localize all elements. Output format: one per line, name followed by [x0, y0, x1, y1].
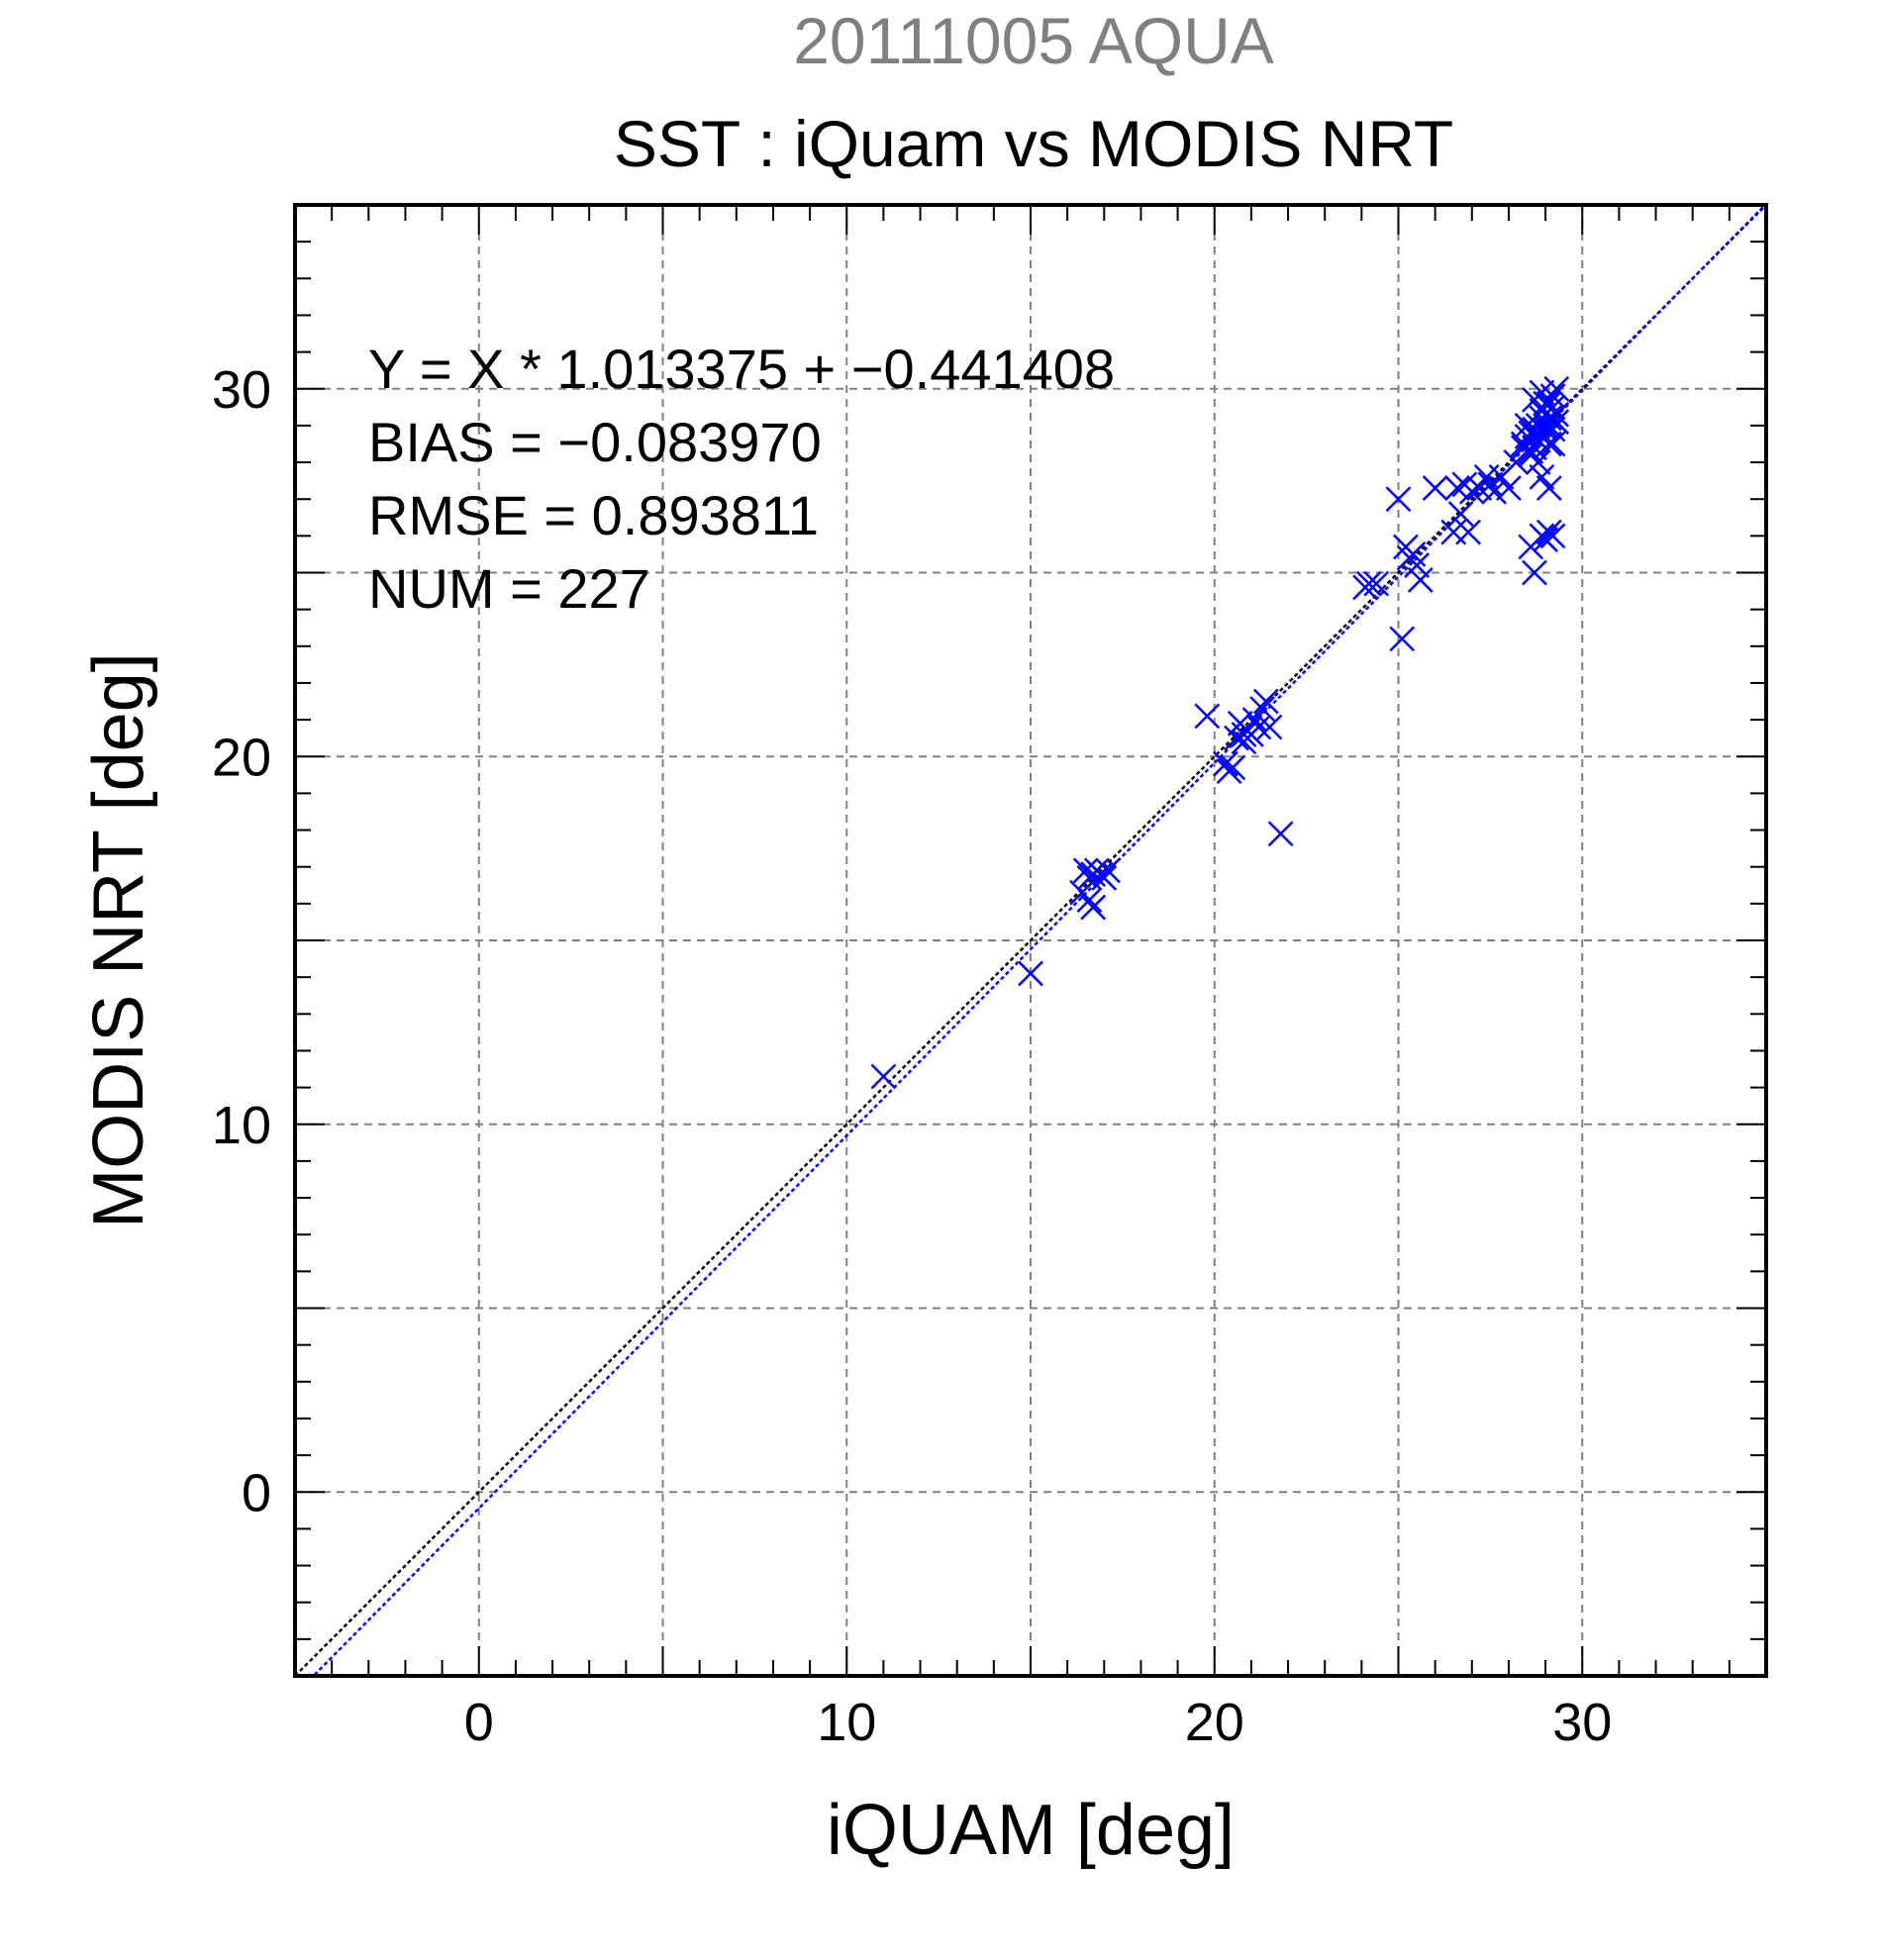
data-point — [1213, 750, 1238, 777]
data-point — [1539, 431, 1566, 457]
data-point — [1533, 416, 1558, 442]
data-point — [1267, 821, 1294, 847]
data-point — [1422, 475, 1448, 501]
data-point — [1539, 523, 1566, 549]
data-point — [1095, 857, 1121, 884]
data-point — [1535, 431, 1562, 457]
data-point — [1496, 475, 1522, 501]
data-points — [870, 375, 1570, 1090]
data-point — [1404, 552, 1430, 578]
annotation-line: Y = X * 1.013375 + −0.441408 — [368, 338, 1115, 400]
data-point — [870, 1063, 897, 1090]
data-point — [1533, 527, 1558, 552]
data-point — [1543, 409, 1570, 436]
y-tick-label: 10 — [212, 1096, 271, 1155]
data-point — [1363, 570, 1390, 597]
data-point — [1194, 703, 1221, 730]
data-point — [1444, 475, 1470, 501]
x-tick-label: 0 — [464, 1693, 494, 1752]
y-tick-label: 20 — [212, 728, 271, 787]
statistics-annotations: Y = X * 1.013375 + −0.441408 BIAS = −0.08… — [368, 338, 1115, 620]
tick-labels: 0 10 20 30 0 10 20 30 — [212, 360, 1612, 1752]
data-point — [1525, 449, 1551, 475]
data-point — [1018, 960, 1043, 987]
data-point — [1091, 864, 1118, 891]
data-point — [1220, 754, 1246, 781]
data-point — [1539, 394, 1566, 421]
data-point — [1481, 478, 1507, 505]
data-point — [1529, 379, 1555, 406]
data-point — [1076, 887, 1103, 914]
x-tick-label: 20 — [1185, 1693, 1244, 1752]
x-axis-label: iQUAM [deg] — [827, 1791, 1235, 1870]
chart-title: SST : iQuam vs MODIS NRT — [614, 107, 1453, 180]
data-point — [1256, 714, 1283, 740]
data-point — [1252, 688, 1279, 715]
data-point — [1241, 707, 1268, 733]
axis-ticks — [295, 205, 1766, 1676]
data-point — [1389, 626, 1416, 652]
y-tick-label: 0 — [242, 1463, 271, 1522]
data-point — [1522, 559, 1547, 586]
chart-supertitle: 20111005 AQUA — [793, 4, 1274, 77]
x-tick-label: 30 — [1552, 1693, 1612, 1752]
data-point — [1385, 486, 1412, 513]
y-axis-label: MODIS NRT [deg] — [79, 652, 158, 1228]
data-point — [1535, 475, 1562, 501]
data-point — [1529, 464, 1555, 490]
data-point — [1503, 449, 1530, 475]
annotation-line: RMSE = 0.893811 — [368, 484, 819, 546]
data-point — [1249, 696, 1275, 722]
data-point — [1231, 729, 1257, 755]
y-tick-label: 30 — [212, 360, 271, 420]
data-point — [1355, 570, 1382, 597]
data-point — [1080, 894, 1107, 921]
data-point — [1455, 519, 1481, 545]
annotation-line: NUM = 227 — [368, 557, 650, 620]
data-point — [1407, 567, 1434, 593]
plot-frame — [293, 203, 1768, 1678]
data-point — [1072, 857, 1099, 884]
x-tick-label: 10 — [817, 1693, 876, 1752]
fit-line — [311, 205, 1766, 1676]
annotation-line: BIAS = −0.083970 — [368, 411, 822, 473]
data-point — [1447, 501, 1474, 527]
